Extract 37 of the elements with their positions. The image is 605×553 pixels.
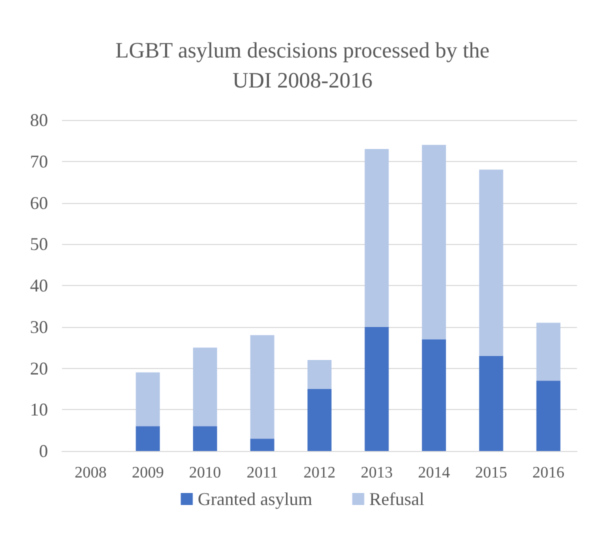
y-tick-label: 30 bbox=[30, 316, 48, 337]
bar bbox=[364, 148, 389, 327]
x-tick-label: 2012 bbox=[304, 464, 336, 482]
y-tick-label: 40 bbox=[30, 276, 48, 296]
x-tick-label: 2016 bbox=[532, 464, 564, 482]
x-tick-label: 2011 bbox=[246, 464, 278, 482]
x-tick-label: 2009 bbox=[132, 464, 164, 482]
y-tick-label: 60 bbox=[30, 192, 48, 213]
bar bbox=[250, 335, 274, 439]
chart-title: LGBT asylum descisions processed by the UDI 2008-2016 bbox=[115, 38, 490, 92]
bar bbox=[193, 426, 218, 451]
bar bbox=[136, 426, 160, 451]
bar bbox=[422, 339, 446, 451]
legend-label: Refusal bbox=[369, 489, 424, 509]
x-tick-label: 2014 bbox=[418, 464, 450, 482]
y-tick-label: 70 bbox=[30, 151, 48, 172]
bar bbox=[536, 322, 560, 381]
bar bbox=[364, 326, 389, 451]
x-tick-label: 2015 bbox=[475, 464, 508, 482]
y-tick-label: 10 bbox=[30, 400, 48, 420]
y-tick-label: 50 bbox=[30, 234, 48, 254]
bar bbox=[536, 380, 560, 451]
bar bbox=[250, 438, 274, 451]
legend-label: Granted asylum bbox=[198, 489, 312, 509]
y-tick-label: 0 bbox=[39, 441, 48, 461]
x-tick-label: 2008 bbox=[74, 464, 107, 482]
bar bbox=[193, 348, 218, 426]
bar bbox=[422, 144, 446, 340]
bar bbox=[479, 170, 504, 356]
y-tick-label: 80 bbox=[30, 110, 48, 130]
x-tick-label: 2010 bbox=[189, 464, 222, 482]
bar bbox=[136, 372, 160, 426]
y-tick-label: 20 bbox=[30, 358, 48, 378]
x-tick-label: 2013 bbox=[360, 464, 393, 482]
bar bbox=[307, 388, 332, 451]
bar bbox=[479, 356, 504, 451]
bar bbox=[307, 360, 332, 389]
